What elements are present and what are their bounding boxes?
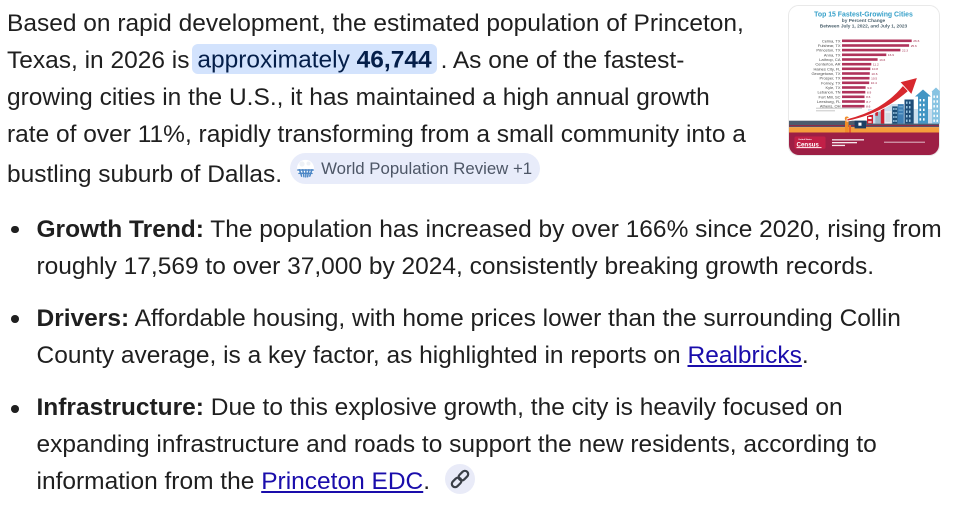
svg-text:10.4: 10.4 [871, 81, 877, 85]
svg-text:8.6: 8.6 [866, 95, 871, 99]
svg-text:Fort Mill, SC: Fort Mill, SC [819, 94, 841, 99]
svg-text:Leesburg, FL: Leesburg, FL [817, 99, 841, 104]
svg-text:16.9: 16.9 [888, 53, 894, 57]
svg-text:13.6: 13.6 [879, 58, 885, 62]
svg-text:26.6: 26.6 [913, 39, 919, 43]
svg-text:8.6: 8.6 [866, 105, 871, 109]
svg-text:Lebanon, TN: Lebanon, TN [817, 90, 840, 95]
svg-text:Prosper, TX: Prosper, TX [819, 76, 840, 81]
svg-text:9.0: 9.0 [867, 86, 872, 90]
svg-text:United States: United States [799, 138, 813, 141]
svg-text:Princeton, TX: Princeton, TX [816, 48, 840, 53]
svg-text:Kyle, TX: Kyle, TX [825, 85, 840, 90]
svg-text:Athens, OH: Athens, OH [820, 104, 841, 109]
svg-text:Haines City, FL: Haines City, FL [813, 66, 841, 71]
svg-text:8.7: 8.7 [866, 100, 871, 104]
svg-text:Between July 1, 2022, and July: Between July 1, 2022, and July 1, 2023 [820, 23, 908, 29]
svg-text:Centerton, AR: Centerton, AR [815, 62, 840, 67]
svg-text:11.2: 11.2 [873, 63, 879, 67]
svg-text:Top 15 Fastest-Growing Cities: Top 15 Fastest-Growing Cities [814, 12, 913, 19]
svg-text:10.8: 10.8 [872, 67, 878, 71]
svg-text:Census: Census [797, 141, 820, 148]
svg-text:Forney, TX: Forney, TX [821, 80, 841, 85]
svg-text:Anna, TX: Anna, TX [824, 52, 841, 57]
svg-text:8.9: 8.9 [867, 91, 872, 95]
svg-text:Georgetown, TX: Georgetown, TX [811, 71, 840, 76]
svg-text:by Percent Change: by Percent Change [842, 18, 886, 24]
svg-text:25.6: 25.6 [911, 44, 917, 48]
svg-text:10.6: 10.6 [871, 72, 877, 76]
svg-text:Fulshear, TX: Fulshear, TX [818, 43, 841, 48]
svg-text:Lathrop, CA: Lathrop, CA [819, 57, 841, 62]
svg-text:22.3: 22.3 [902, 49, 908, 53]
svg-text:10.5: 10.5 [871, 77, 877, 81]
svg-text:Celina, TX: Celina, TX [822, 38, 841, 43]
